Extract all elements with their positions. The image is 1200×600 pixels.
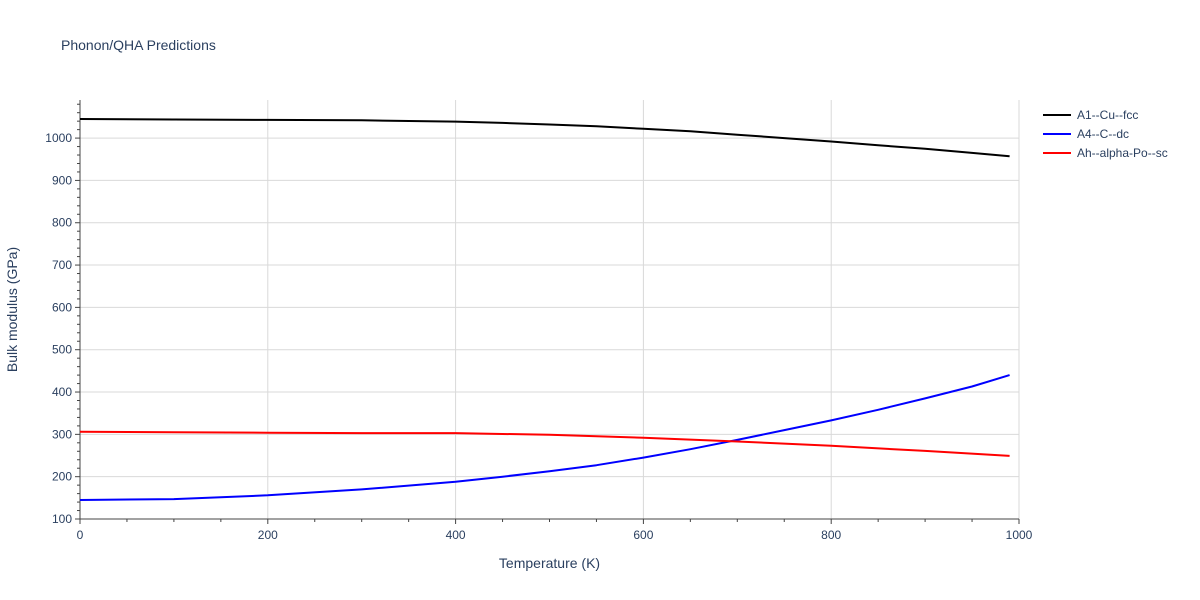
y-tick-label: 300 [52, 427, 72, 441]
y-tick-label: 200 [52, 470, 72, 484]
series-line-2 [79, 430, 1010, 457]
legend-label: A1--Cu--fcc [1077, 108, 1138, 122]
y-tick-label: 700 [52, 258, 72, 272]
legend[interactable]: A1--Cu--fcc A4--C--dc Ah--alpha-Po--sc [1043, 108, 1168, 160]
legend-label: A4--C--dc [1077, 127, 1129, 141]
y-tick-label: 600 [52, 300, 72, 314]
y-tick-label: 800 [52, 216, 72, 230]
series-line-0 [79, 118, 1010, 158]
x-tick-label: 800 [821, 528, 841, 542]
x-tick-label: 1000 [1006, 528, 1033, 542]
legend-item-0[interactable]: A1--Cu--fcc [1043, 108, 1138, 122]
chart-title: Phonon/QHA Predictions [61, 37, 216, 53]
y-tick-label: 100 [52, 512, 72, 526]
y-axis-title: Bulk modulus (GPa) [4, 247, 20, 372]
x-tick-label: 400 [446, 528, 466, 542]
y-tick-label: 400 [52, 385, 72, 399]
x-tick-label: 0 [77, 528, 84, 542]
y-tick-label: 1000 [45, 131, 72, 145]
grid [80, 100, 1020, 520]
legend-item-1[interactable]: A4--C--dc [1043, 127, 1129, 141]
y-tick-label: 900 [52, 173, 72, 187]
legend-item-2[interactable]: Ah--alpha-Po--sc [1043, 146, 1168, 160]
series-line-1 [79, 374, 1010, 501]
x-tick-label: 200 [258, 528, 278, 542]
x-axis-title: Temperature (K) [499, 555, 600, 571]
x-tick-label: 600 [633, 528, 653, 542]
y-tick-label: 500 [52, 343, 72, 357]
series-lines [79, 118, 1010, 501]
axes: 0 200 400 600 800 1000 100 200 300 400 500 600 700 80… [45, 100, 1033, 542]
legend-label: Ah--alpha-Po--sc [1077, 146, 1168, 160]
